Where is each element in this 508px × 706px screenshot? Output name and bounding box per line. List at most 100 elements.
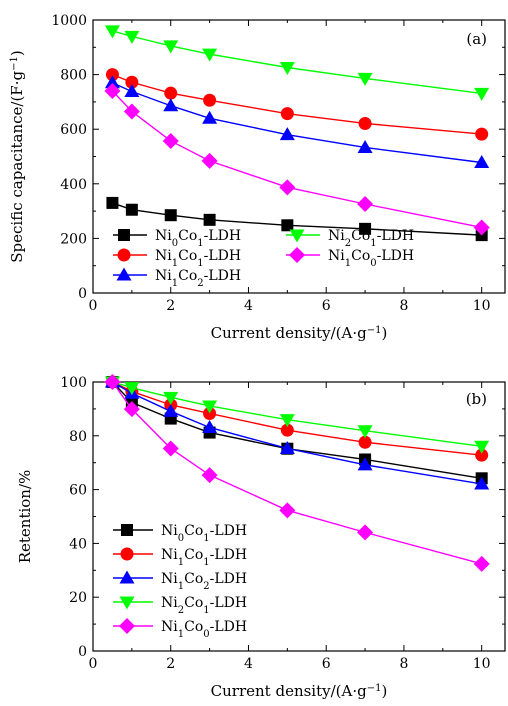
legend-label: Ni1Co0-LDH xyxy=(161,619,247,640)
x-axis-label: Current density/(A·g−1) xyxy=(211,324,388,342)
data-point xyxy=(164,209,177,222)
data-point xyxy=(359,222,372,235)
data-point xyxy=(279,62,295,76)
y-tick-label: 0 xyxy=(78,644,87,660)
y-tick-label: 0 xyxy=(78,286,87,302)
y-axis-label: Retention/% xyxy=(16,470,34,564)
legend-marker xyxy=(119,618,135,634)
data-point xyxy=(357,139,373,153)
y-tick-label: 60 xyxy=(69,483,87,499)
legend-label: Ni1Co2-LDH xyxy=(161,571,247,592)
series-Ni2Co1-LDH xyxy=(104,25,490,101)
x-tick-label: 10 xyxy=(473,298,491,314)
y-tick-label: 100 xyxy=(60,375,87,391)
plot-frame xyxy=(92,381,506,652)
data-point xyxy=(203,406,217,420)
data-point xyxy=(123,103,140,120)
data-point xyxy=(106,196,119,209)
series-Ni1Co1-LDH xyxy=(105,68,489,141)
data-point xyxy=(474,155,490,169)
data-point xyxy=(163,403,179,417)
x-tick-label: 6 xyxy=(322,656,331,672)
legend-marker xyxy=(117,248,131,262)
legend-entry: Ni1Co0-LDH xyxy=(113,618,247,640)
y-tick-label: 1000 xyxy=(51,13,87,29)
legend-marker xyxy=(118,229,130,241)
data-point xyxy=(124,30,140,44)
series-line xyxy=(111,90,482,229)
data-point xyxy=(202,110,218,124)
data-point xyxy=(279,502,296,519)
series-Ni2Co1-LDH xyxy=(104,376,490,454)
data-point xyxy=(104,75,120,89)
legend-entry: Ni0Co1-LDH xyxy=(113,523,247,544)
x-tick-label: 6 xyxy=(322,298,331,314)
data-point xyxy=(358,116,372,130)
y-axis-label: Specific capacitance/(F·g−1) xyxy=(8,50,26,262)
y-tick-label: 200 xyxy=(60,231,87,247)
data-point xyxy=(123,401,140,418)
data-point xyxy=(357,524,374,541)
legend-label: Ni1Co1-LDH xyxy=(161,547,247,568)
data-point xyxy=(357,425,373,439)
series-Ni1Co0-LDH xyxy=(104,82,490,236)
legend-label: Ni2Co1-LDH xyxy=(161,595,247,616)
data-point xyxy=(279,440,295,454)
x-tick-label: 2 xyxy=(166,656,175,672)
data-point xyxy=(164,86,178,100)
legend-marker xyxy=(121,524,133,536)
legend: Ni0Co1-LDH Ni1Co1-LDH Ni1Co2-LDH Ni2Co1-LDH… xyxy=(113,523,247,640)
y-tick-label: 40 xyxy=(69,536,87,552)
x-tick-label: 0 xyxy=(89,298,98,314)
data-point xyxy=(104,374,121,390)
data-point xyxy=(202,48,218,62)
x-tick-label: 0 xyxy=(89,656,98,672)
data-point xyxy=(280,107,294,121)
legend-label: Ni0Co1-LDH xyxy=(155,228,241,249)
data-point xyxy=(279,127,295,141)
data-point xyxy=(163,40,179,54)
data-point xyxy=(473,555,490,572)
data-point xyxy=(201,152,218,169)
data-point xyxy=(281,219,294,232)
series-Ni1Co2-LDH xyxy=(104,75,490,169)
legend-entry: Ni2Co1-LDH xyxy=(286,228,414,249)
legend-entry: Ni1Co1-LDH xyxy=(113,547,247,568)
legend-label: Ni1Co0-LDH xyxy=(328,248,414,269)
legend-marker xyxy=(119,570,135,584)
data-point xyxy=(162,440,179,457)
data-point xyxy=(280,423,294,437)
data-point xyxy=(203,93,217,107)
x-tick-label: 2 xyxy=(166,298,175,314)
y-tick-label: 400 xyxy=(60,177,87,193)
data-point xyxy=(163,391,179,405)
data-point xyxy=(163,98,179,112)
data-point xyxy=(279,414,295,428)
legend-marker xyxy=(119,596,135,610)
x-tick-label: 8 xyxy=(399,298,408,314)
x-tick-label: 4 xyxy=(244,298,253,314)
data-point xyxy=(202,419,218,433)
legend-label: Ni0Co1-LDH xyxy=(161,523,247,544)
x-tick-label: 8 xyxy=(399,656,408,672)
data-point xyxy=(475,448,489,462)
series-Ni0Co1-LDH xyxy=(106,196,488,242)
data-point xyxy=(104,25,120,39)
legend-entry: Ni1Co0-LDH xyxy=(286,247,414,269)
data-point xyxy=(105,68,119,82)
legend-marker xyxy=(116,267,132,281)
data-point xyxy=(104,82,121,99)
legend-label: Ni2Co1-LDH xyxy=(328,228,414,249)
data-point xyxy=(357,72,373,86)
legend-entry: Ni1Co2-LDH xyxy=(113,267,241,289)
y-tick-label: 20 xyxy=(69,590,87,606)
y-tick-label: 80 xyxy=(69,429,87,445)
legend-entry: Ni0Co1-LDH xyxy=(113,228,241,249)
panel-tag: (b) xyxy=(466,390,487,408)
legend-entry: Ni2Co1-LDH xyxy=(113,595,247,616)
panel-tag: (a) xyxy=(466,30,487,48)
legend-entry: Ni1Co1-LDH xyxy=(113,248,241,269)
legend-label: Ni1Co2-LDH xyxy=(155,268,241,289)
data-point xyxy=(473,219,490,236)
